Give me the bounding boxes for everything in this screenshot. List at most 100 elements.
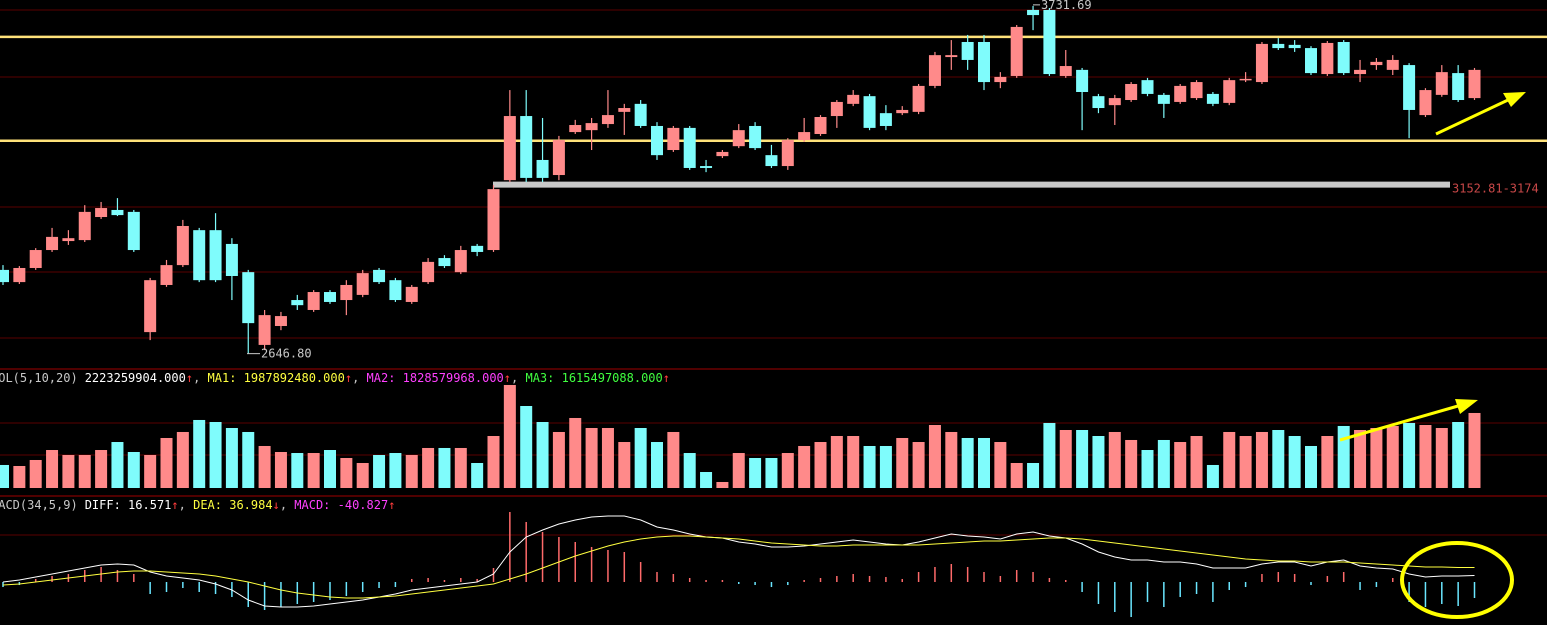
volume-bar xyxy=(0,464,9,488)
candle-body xyxy=(1255,43,1268,83)
volume-bar xyxy=(193,419,206,488)
volume-bar xyxy=(1452,421,1465,488)
candle-body xyxy=(585,123,598,131)
candle-body xyxy=(879,113,892,126)
candle-body xyxy=(618,108,631,112)
candle-body xyxy=(896,109,909,114)
candle-body xyxy=(471,245,484,252)
candle-body xyxy=(454,250,467,273)
header-separator: , xyxy=(511,371,525,385)
candle-body xyxy=(242,272,255,324)
candle-body xyxy=(781,140,794,167)
volume-bar xyxy=(438,447,451,488)
volume-bar xyxy=(781,453,794,488)
candle-body xyxy=(1337,41,1350,74)
volume-bar xyxy=(1108,431,1121,488)
volume-bar xyxy=(1141,450,1154,488)
candle-body xyxy=(700,166,713,168)
candle-body xyxy=(144,280,157,333)
indicator-header: MACD(34,5,9)DIFF: 16.571↑, DEA: 36.984↓,… xyxy=(0,498,395,512)
volume-bar xyxy=(307,453,320,488)
volume-bar xyxy=(847,436,860,488)
candle-body xyxy=(1403,65,1416,110)
volume-bar xyxy=(1255,431,1268,488)
volume-bar xyxy=(1157,439,1170,488)
candle-body xyxy=(1239,78,1252,81)
candle-body xyxy=(683,127,696,168)
header-separator: , xyxy=(280,498,294,512)
volume-bar xyxy=(520,406,533,488)
volume-bar xyxy=(1239,436,1252,488)
header-arrow: ↑ xyxy=(345,371,352,385)
header-title: MACD(34,5,9) xyxy=(0,498,78,512)
volume-bar xyxy=(29,459,42,488)
volume-bar xyxy=(1354,429,1367,488)
candle-body xyxy=(765,155,778,167)
volume-bar xyxy=(1370,428,1383,488)
candle-body xyxy=(928,55,941,86)
volume-bar xyxy=(389,453,402,488)
candle-body xyxy=(160,265,173,285)
candle-body xyxy=(961,41,974,60)
annotations-drawn xyxy=(1339,92,1526,619)
candle-body xyxy=(601,115,614,125)
candle-body xyxy=(422,261,435,283)
candle-body xyxy=(1370,61,1383,66)
header-value: 2223259904.000 xyxy=(85,371,186,385)
header-value: MA3: 1615497088.000 xyxy=(525,371,662,385)
volume-bar xyxy=(160,437,173,488)
candle-body xyxy=(1386,59,1399,70)
header-arrow: ↓ xyxy=(273,498,280,512)
header-value: MACD: -40.827 xyxy=(294,498,388,512)
candle-body xyxy=(912,85,925,112)
volume-bar xyxy=(1321,436,1334,488)
macd-line xyxy=(2,535,1475,599)
candle-body xyxy=(634,103,647,126)
candle-body xyxy=(1108,98,1121,106)
candle-body xyxy=(1157,94,1170,104)
highlight-circle xyxy=(1400,541,1514,619)
zone-label: 3152.81-3174 xyxy=(1452,182,1539,196)
candle-body xyxy=(29,250,42,268)
volume-bar xyxy=(1403,422,1416,488)
candle-body xyxy=(487,189,500,251)
volume-bar xyxy=(912,442,925,488)
candle-body xyxy=(176,225,189,266)
volume-bar xyxy=(1288,436,1301,488)
candle-body xyxy=(274,316,287,327)
trend-arrow xyxy=(1435,98,1509,136)
volume-bar xyxy=(242,431,255,488)
candle-body xyxy=(978,41,990,83)
candle-body xyxy=(438,258,451,267)
volume-bar xyxy=(111,442,124,488)
volume-bar xyxy=(879,445,892,488)
candle-body xyxy=(798,132,811,141)
volume-bar xyxy=(585,428,598,488)
volume-bar xyxy=(896,437,909,488)
candle-body xyxy=(0,269,9,283)
volume-bar xyxy=(700,472,713,488)
candle-body xyxy=(1190,82,1203,99)
candle-body xyxy=(1452,73,1465,101)
arrow-head xyxy=(1455,399,1478,414)
candle-body xyxy=(520,116,533,178)
candle-body xyxy=(1305,48,1317,74)
arrow-head xyxy=(1503,92,1526,107)
volume-bar xyxy=(994,442,1007,488)
grid xyxy=(0,9,1547,536)
candle-body xyxy=(945,55,958,58)
volume-bar xyxy=(1125,439,1138,488)
volume-bar xyxy=(667,431,680,488)
volume-bar xyxy=(1272,429,1285,488)
candle-body xyxy=(716,151,729,157)
candle-body xyxy=(324,292,336,302)
candle-body xyxy=(340,284,353,301)
volume-bar xyxy=(1419,425,1432,488)
volume-bar xyxy=(405,454,418,488)
volume-bar xyxy=(1010,462,1023,488)
candle-body xyxy=(552,140,565,176)
annotation-label: 2646.80 xyxy=(261,347,312,361)
